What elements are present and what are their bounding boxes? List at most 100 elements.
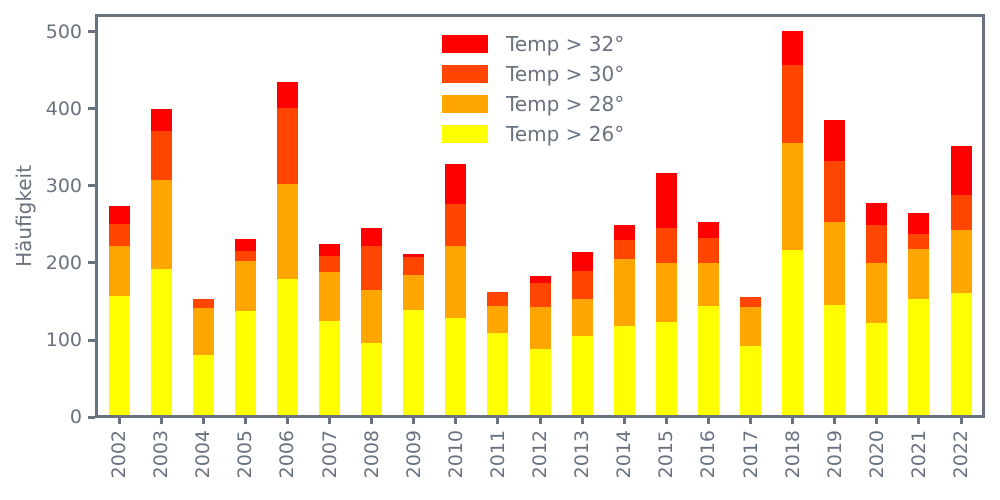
y-tick-label: 0	[69, 406, 82, 428]
bar-segment	[697, 237, 719, 263]
bar-2012	[529, 275, 551, 415]
x-tick-label: 2019	[823, 430, 846, 479]
bar-2010	[445, 163, 467, 415]
y-tick-mark	[88, 338, 95, 342]
bar-segment	[655, 262, 677, 322]
bar-segment	[487, 292, 509, 307]
x-tick-label: 2017	[739, 430, 762, 479]
x-tick-label: 2011	[486, 430, 509, 479]
bar-segment	[234, 239, 256, 251]
bar-2009	[403, 254, 425, 415]
bar-2004	[192, 298, 214, 415]
bar-segment	[108, 245, 130, 297]
x-tick-mark	[454, 418, 458, 424]
x-tick-mark	[117, 418, 121, 424]
bar-segment	[150, 130, 172, 181]
bar-segment	[782, 65, 804, 144]
bar-2015	[655, 173, 677, 415]
bar-segment	[866, 263, 888, 324]
x-tick-mark	[370, 418, 374, 424]
bar-segment	[487, 306, 509, 334]
x-tick-label: 2008	[360, 430, 383, 479]
bar-segment	[445, 317, 467, 415]
bar-segment	[613, 326, 635, 415]
bar-segment	[403, 254, 425, 258]
y-tick-label: 500	[45, 20, 82, 43]
bar-segment	[740, 297, 761, 308]
x-tick-label: 2006	[276, 430, 299, 479]
bar-2011	[487, 292, 509, 415]
bar-segment	[824, 222, 846, 305]
x-tick-label: 2016	[697, 430, 720, 479]
bar-segment	[319, 255, 340, 272]
bar-segment	[571, 336, 593, 415]
bar-segment	[529, 348, 551, 415]
bar-segment	[782, 31, 804, 66]
bar-segment	[824, 160, 846, 223]
bar-segment	[192, 354, 214, 415]
bar-segment	[655, 173, 677, 228]
bar-segment	[276, 82, 298, 108]
y-tick-mark	[88, 184, 95, 188]
bar-2008	[361, 227, 383, 415]
bar-2014	[613, 224, 635, 415]
bar-segment	[697, 262, 719, 306]
bar-segment	[613, 224, 635, 241]
bar-2006	[276, 82, 298, 415]
bar-segment	[866, 323, 888, 415]
y-tick-label: 300	[45, 174, 82, 197]
bar-segment	[782, 250, 804, 415]
bar-segment	[403, 274, 425, 311]
bar-segment	[950, 146, 972, 195]
x-tick-mark	[201, 418, 205, 424]
bar-segment	[361, 343, 383, 415]
x-tick-label: 2010	[444, 430, 467, 479]
x-tick-mark	[875, 418, 879, 424]
bar-segment	[529, 275, 551, 284]
bar-segment	[908, 213, 930, 235]
bar-segment	[361, 227, 383, 246]
bar-segment	[571, 299, 593, 337]
bar-segment	[276, 107, 298, 184]
bar-segment	[908, 298, 930, 415]
bar-segment	[234, 250, 256, 261]
plot-area	[95, 14, 985, 418]
bar-segment	[866, 224, 888, 264]
legend-row: Temp > 30°	[442, 62, 625, 86]
bar-2003	[150, 109, 172, 415]
bar-segment	[192, 307, 214, 355]
bar-segment	[108, 296, 130, 415]
legend-label: Temp > 30°	[506, 62, 625, 86]
legend-row: Temp > 26°	[442, 122, 624, 146]
bar-segment	[950, 293, 972, 415]
bar-segment	[655, 227, 677, 263]
x-tick-label: 2014	[613, 430, 636, 479]
bar-segment	[234, 311, 256, 415]
bar-segment	[403, 257, 425, 275]
x-tick-mark	[706, 418, 710, 424]
bar-segment	[403, 310, 425, 415]
bar-2007	[319, 243, 340, 415]
bar-2013	[571, 251, 593, 415]
y-tick-mark	[88, 415, 95, 419]
bar-segment	[866, 203, 888, 225]
bar-segment	[361, 245, 383, 290]
legend-swatch	[442, 35, 488, 53]
x-tick-mark	[622, 418, 626, 424]
bar-segment	[276, 183, 298, 280]
legend-row: Temp > 32°	[442, 32, 624, 56]
bar-2021	[908, 213, 930, 415]
x-tick-mark	[749, 418, 752, 424]
bar-2017	[740, 297, 761, 415]
x-tick-mark	[833, 418, 837, 424]
bar-segment	[571, 251, 593, 271]
bar-segment	[150, 269, 172, 415]
bar-segment	[445, 203, 467, 246]
legend: Temp > 32° Temp > 30° Temp > 28° Temp > 26°	[442, 32, 625, 155]
x-tick-mark	[243, 418, 247, 424]
x-tick-label: 2005	[234, 430, 257, 479]
bar-segment	[529, 307, 551, 349]
x-tick-mark	[791, 418, 795, 424]
bar-segment	[319, 271, 340, 321]
